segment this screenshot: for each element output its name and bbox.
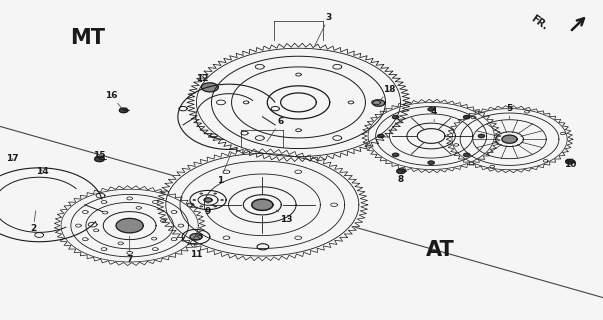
Polygon shape [397,169,405,173]
Polygon shape [95,156,104,162]
Polygon shape [252,199,273,210]
Polygon shape [187,43,410,162]
Polygon shape [464,116,470,119]
Text: 15: 15 [93,151,106,160]
Text: 12: 12 [196,74,209,87]
Polygon shape [119,108,128,113]
Text: 6: 6 [267,117,283,142]
Text: 1: 1 [217,153,231,185]
Polygon shape [428,161,434,164]
Text: 4: 4 [431,108,437,122]
Text: 16: 16 [106,92,122,108]
Polygon shape [478,134,485,138]
Polygon shape [373,100,385,106]
Polygon shape [502,135,517,143]
Polygon shape [393,153,399,156]
Polygon shape [54,186,205,266]
Text: 7: 7 [127,236,133,264]
Polygon shape [157,149,368,261]
Text: FR.: FR. [529,13,549,32]
Polygon shape [446,106,573,173]
Text: 13: 13 [276,210,292,224]
Text: 17: 17 [6,154,18,163]
Text: 10: 10 [564,160,576,169]
Text: AT: AT [426,240,455,260]
Text: 14: 14 [36,167,48,176]
Text: 8: 8 [398,170,404,184]
Text: 2: 2 [30,211,36,233]
Text: 3: 3 [315,13,332,45]
Polygon shape [116,219,144,233]
Polygon shape [362,99,500,173]
Polygon shape [428,108,434,111]
Polygon shape [393,116,399,119]
Text: MT: MT [70,28,105,48]
Text: 9: 9 [205,202,211,216]
Text: 18: 18 [380,85,395,100]
Polygon shape [377,134,384,138]
Polygon shape [201,83,218,92]
Polygon shape [204,198,212,202]
Text: 5: 5 [507,104,513,119]
Text: 11: 11 [190,243,202,259]
Polygon shape [566,159,574,164]
Polygon shape [190,234,202,240]
Polygon shape [464,153,470,156]
